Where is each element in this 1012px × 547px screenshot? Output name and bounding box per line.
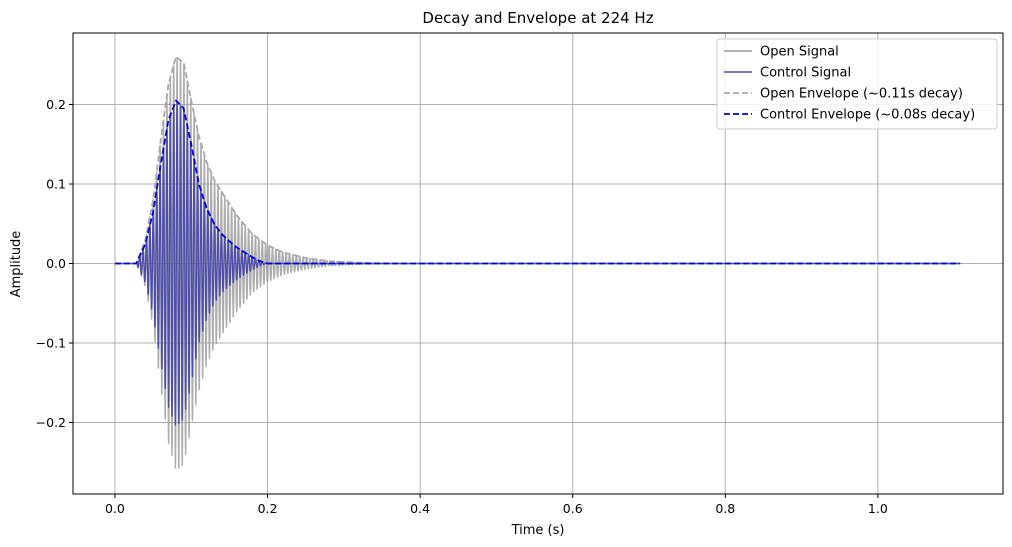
x-tick-label: 0.2 xyxy=(258,501,278,516)
chart-title: Decay and Envelope at 224 Hz xyxy=(422,9,653,27)
y-tick-label: 0.2 xyxy=(46,97,66,112)
x-tick-label: 0.8 xyxy=(715,501,735,516)
legend-label: Control Signal xyxy=(760,66,851,81)
y-tick-label: 0.0 xyxy=(46,256,66,271)
ticks-layer: 0.0 0.2 0.4 0.6 0.8 1.0 −0.2 −0.1 0.0 0.1 0.2 xyxy=(36,97,888,516)
y-tick-label: −0.2 xyxy=(36,415,66,430)
series-layer xyxy=(114,55,961,469)
x-tick-label: 0.4 xyxy=(410,501,430,516)
legend-label: Open Envelope (~0.11s decay) xyxy=(760,87,963,102)
legend: Open Signal Control Signal Open Envelope (… xyxy=(716,38,998,130)
legend-label: Open Signal xyxy=(760,45,839,60)
y-tick-label: 0.1 xyxy=(46,177,66,192)
x-tick-label: 1.0 xyxy=(868,501,888,516)
y-tick-label: −0.1 xyxy=(36,335,66,350)
y-axis-label: Amplitude xyxy=(9,231,24,298)
x-tick-label: 0.0 xyxy=(105,501,125,516)
x-axis-label: Time (s) xyxy=(511,523,565,538)
series-line-3 xyxy=(114,99,961,265)
series-line-2 xyxy=(114,55,961,265)
legend-label: Control Envelope (~0.08s decay) xyxy=(760,108,975,123)
x-tick-label: 0.6 xyxy=(563,501,583,516)
legend-box xyxy=(716,38,998,130)
